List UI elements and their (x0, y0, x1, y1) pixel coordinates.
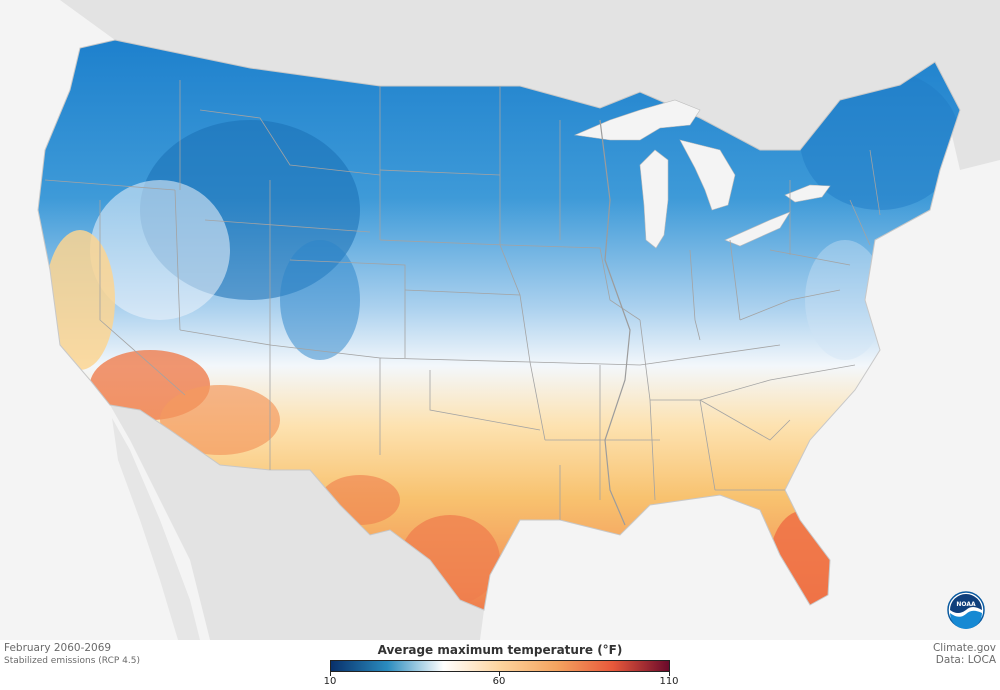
scenario-label: Stabilized emissions (RCP 4.5) (4, 656, 140, 666)
lake-ontario (784, 184, 831, 203)
lake-superior (573, 99, 701, 141)
lake-michigan (639, 149, 669, 249)
canada-landmass (60, 0, 1000, 170)
map-caption: February 2060-2069 Stabilized emissions … (4, 642, 140, 668)
mexico-landmass (110, 405, 484, 640)
credit-data: Data: LOCA (935, 654, 996, 666)
period-label: February 2060-2069 (4, 642, 112, 654)
credit-source: Climate.gov (932, 642, 996, 654)
noaa-logo: NOAA (947, 591, 985, 629)
credits: Climate.gov Data: LOCA (933, 642, 996, 666)
lake-erie (724, 211, 791, 247)
legend-color-bar (330, 660, 670, 672)
legend-tick-mid (499, 672, 500, 676)
baja-peninsula (112, 418, 200, 640)
legend-title: Average maximum temperature (°F) (377, 643, 623, 657)
mississippi-river (599, 119, 631, 526)
legend-tick-min (330, 672, 331, 676)
legend-label-mid: 60 (492, 676, 506, 687)
legend-tick-max (669, 672, 670, 676)
noaa-logo-text: NOAA (956, 601, 976, 608)
temperature-map: NOAA (37, 0, 1000, 640)
legend-label-max: 110 (659, 676, 679, 687)
state-borders (44, 80, 881, 520)
legend-label-min: 10 (323, 676, 337, 687)
lake-huron (679, 139, 736, 211)
figure-footer: February 2060-2069 Stabilized emissions … (0, 640, 1000, 690)
